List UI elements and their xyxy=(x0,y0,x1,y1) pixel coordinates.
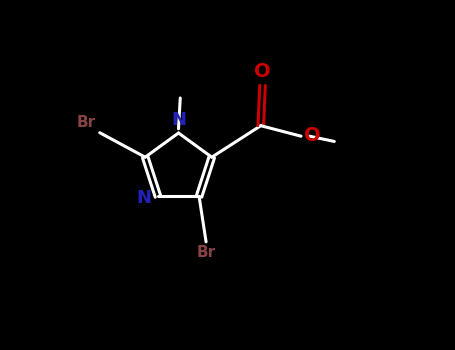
Text: O: O xyxy=(254,62,271,81)
Text: N: N xyxy=(171,111,186,129)
Text: O: O xyxy=(304,126,320,145)
Text: Br: Br xyxy=(77,115,96,130)
Text: Br: Br xyxy=(197,245,216,260)
Text: N: N xyxy=(136,189,152,207)
